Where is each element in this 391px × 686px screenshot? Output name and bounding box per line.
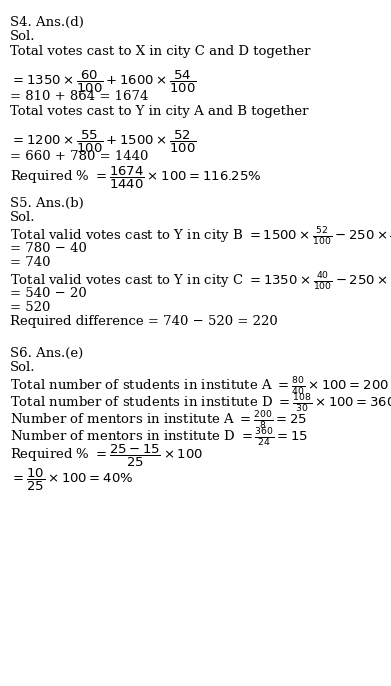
Text: = 540 − 20: = 540 − 20 — [10, 287, 87, 300]
Text: S4. Ans.(d): S4. Ans.(d) — [10, 16, 84, 29]
Text: = 660 + 780 = 1440: = 660 + 780 = 1440 — [10, 150, 148, 163]
Text: Sol.: Sol. — [10, 361, 36, 374]
Text: Number of mentors in institute D $= \frac{360}{24} = 15$: Number of mentors in institute D $= \fra… — [10, 427, 308, 449]
Text: Total votes cast to Y in city A and B together: Total votes cast to Y in city A and B to… — [10, 105, 308, 118]
Text: S5. Ans.(b): S5. Ans.(b) — [10, 197, 84, 210]
Text: Total votes cast to X in city C and D together: Total votes cast to X in city C and D to… — [10, 45, 310, 58]
Text: Total valid votes cast to Y in city C $= 1350 \times \frac{40}{100} - 250 \times: Total valid votes cast to Y in city C $=… — [10, 271, 391, 293]
Text: Total number of students in institute D $= \frac{108}{30} \times 100 = 360$: Total number of students in institute D … — [10, 393, 391, 415]
Text: Number of mentors in institute A $= \frac{200}{8} = 25$: Number of mentors in institute A $= \fra… — [10, 410, 307, 432]
Text: Sol.: Sol. — [10, 30, 36, 43]
Text: = 740: = 740 — [10, 256, 50, 269]
Text: Total valid votes cast to Y in city B $= 1500 \times \frac{52}{100} - 250 \times: Total valid votes cast to Y in city B $=… — [10, 226, 391, 248]
Text: Required % $= \dfrac{25-15}{25} \times 100$: Required % $= \dfrac{25-15}{25} \times 1… — [10, 443, 203, 469]
Text: Total number of students in institute A $= \frac{80}{40} \times 100 = 200$: Total number of students in institute A … — [10, 376, 389, 398]
Text: Required difference = 740 − 520 = 220: Required difference = 740 − 520 = 220 — [10, 315, 278, 328]
Text: Required % $= \dfrac{1674}{1440} \times 100 = 116.25\%$: Required % $= \dfrac{1674}{1440} \times … — [10, 165, 262, 191]
Text: = 520: = 520 — [10, 301, 50, 314]
Text: $= 1200 \times \dfrac{55}{100} + 1500 \times \dfrac{52}{100}$: $= 1200 \times \dfrac{55}{100} + 1500 \t… — [10, 129, 197, 155]
Text: S6. Ans.(e): S6. Ans.(e) — [10, 347, 83, 360]
Text: $= 1350 \times \dfrac{60}{100} + 1600 \times \dfrac{54}{100}$: $= 1350 \times \dfrac{60}{100} + 1600 \t… — [10, 69, 197, 95]
Text: = 810 + 864 = 1674: = 810 + 864 = 1674 — [10, 90, 148, 103]
Text: = 780 − 40: = 780 − 40 — [10, 242, 87, 255]
Text: $= \dfrac{10}{25} \times 100 = 40\%$: $= \dfrac{10}{25} \times 100 = 40\%$ — [10, 467, 133, 493]
Text: Sol.: Sol. — [10, 211, 36, 224]
